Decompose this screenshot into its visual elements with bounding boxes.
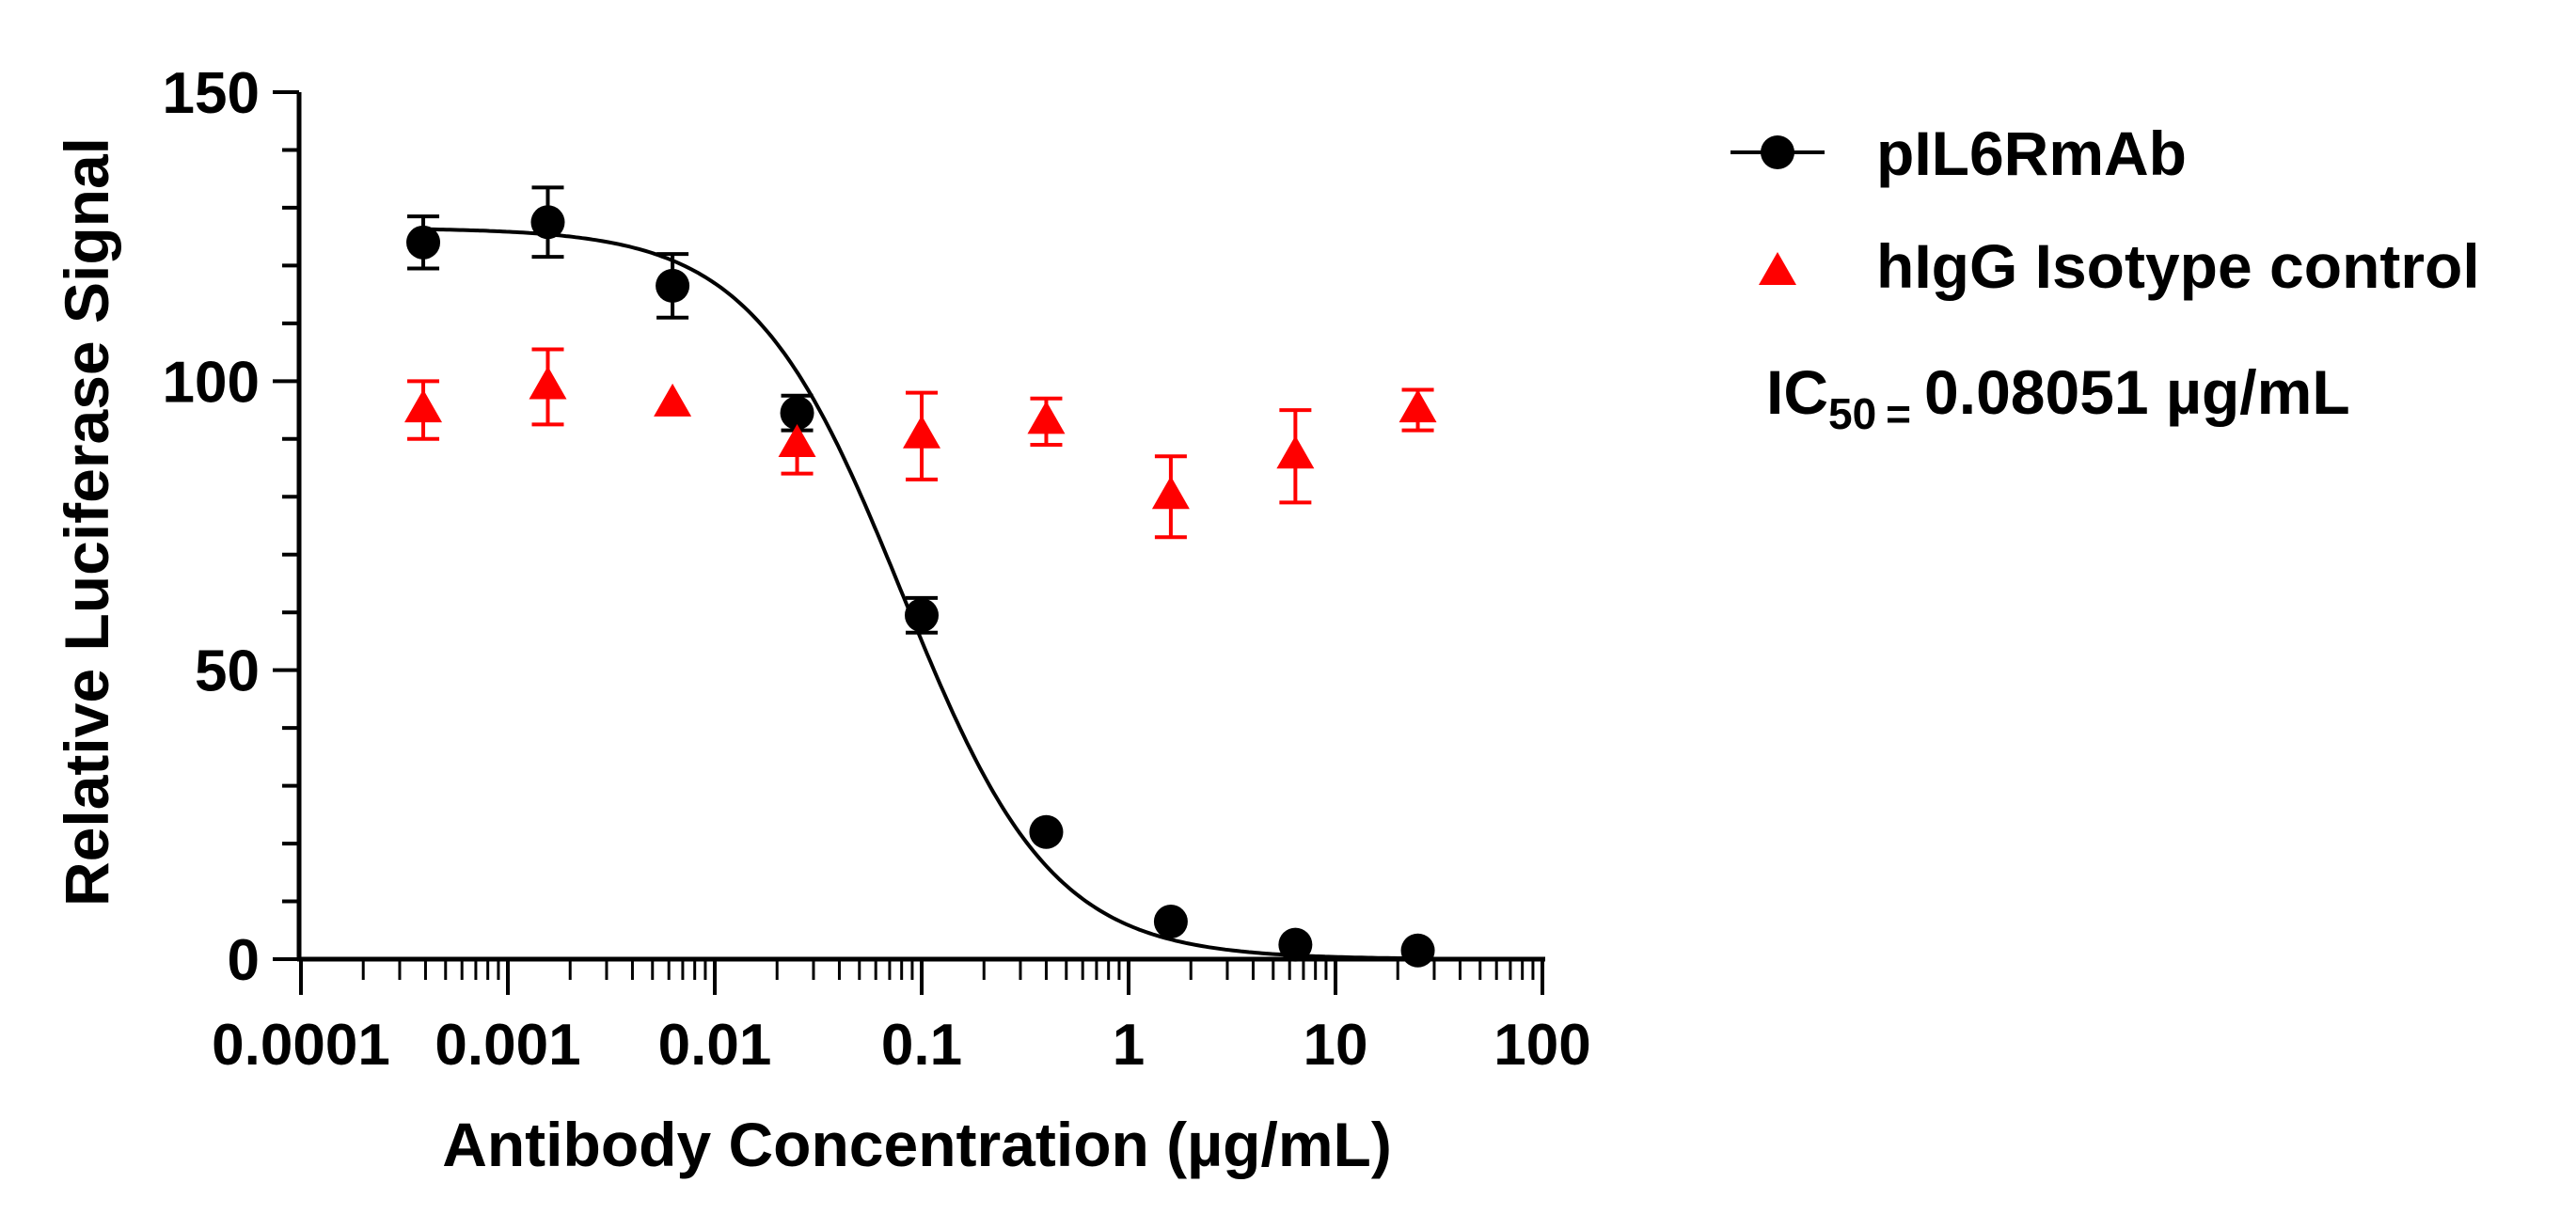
y-tick-label: 50 [195, 639, 260, 704]
ic50-equals: = [1886, 389, 1911, 438]
data-point-higg [1027, 401, 1066, 434]
fit-layer [422, 227, 1418, 961]
ic50-annotation: IC50 = 0.08051 µg/mL [1766, 357, 2350, 438]
legend: pIL6RmAb hIgG Isotype control [1731, 118, 2480, 301]
x-tick-label: 0.1 [881, 1013, 962, 1078]
x-tick-label: 0.0001 [212, 1013, 390, 1078]
data-point-higg [404, 389, 443, 423]
data-point-pil6rmab [530, 205, 565, 240]
data-point-higg [1151, 476, 1190, 510]
data-point-pil6rmab [406, 225, 441, 260]
ic50-prefix: IC [1766, 357, 1828, 427]
data-point-pil6rmab [1400, 933, 1435, 968]
marker-layer [404, 205, 1437, 968]
data-point-pil6rmab [905, 598, 939, 633]
data-point-pil6rmab [1153, 905, 1188, 939]
legend-marker-pil6rmab [1761, 135, 1794, 169]
data-point-higg [1276, 435, 1315, 469]
x-tick-label: 0.001 [435, 1013, 580, 1078]
data-point-higg [529, 366, 567, 400]
y-tick-label: 100 [163, 350, 260, 415]
x-tick-label: 100 [1493, 1013, 1590, 1078]
errorbar-layer [407, 185, 1434, 955]
x-axis-title: Antibody Concentration (µg/mL) [442, 1110, 1392, 1179]
legend-label-higg: hIgG Isotype control [1876, 231, 2480, 301]
data-point-higg [1399, 389, 1437, 423]
data-point-higg [654, 383, 692, 417]
y-tick-label: 150 [163, 61, 260, 126]
x-tick-label: 10 [1304, 1013, 1368, 1078]
x-tick-label: 0.01 [658, 1013, 772, 1078]
legend-label-pil6rmab: pIL6RmAb [1876, 118, 2187, 188]
ic50-value: 0.08051 µg/mL [1924, 357, 2350, 427]
y-tick-label: 0 [228, 928, 260, 993]
data-point-higg [903, 415, 940, 449]
data-point-pil6rmab [1278, 927, 1313, 962]
data-point-pil6rmab [780, 396, 814, 431]
x-tick-label: 1 [1113, 1013, 1145, 1078]
legend-marker-higg [1759, 252, 1796, 285]
data-point-higg [778, 423, 816, 457]
axis-layer: 0 50 100 150 0.0001 0.001 0.01 0.1 1 10 100 [163, 61, 1591, 1078]
data-point-pil6rmab [1029, 814, 1064, 849]
data-point-pil6rmab [656, 268, 690, 303]
fit-curve-pil6rmab [422, 227, 1418, 961]
y-axis-title: Relative Luciferase Signal [52, 137, 121, 907]
ic50-subscript: 50 [1828, 389, 1876, 438]
